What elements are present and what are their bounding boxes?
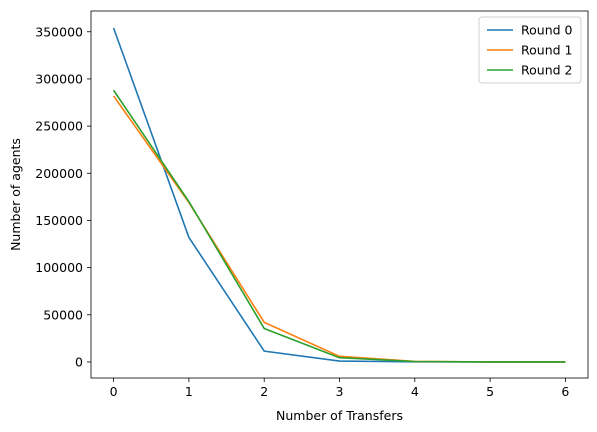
y-tick-label: 200000 — [35, 166, 83, 181]
legend-label: Round 2 — [521, 63, 572, 78]
y-tick-label: 0 — [75, 354, 83, 369]
x-tick-label: 4 — [411, 384, 419, 399]
legend-box — [478, 16, 582, 84]
x-tick-label: 6 — [561, 384, 569, 399]
legend-label: Round 0 — [521, 23, 573, 38]
x-tick-label: 0 — [110, 384, 118, 399]
legend: Round 0 Round 1 Round 2 — [478, 16, 582, 84]
y-tick-label: 50000 — [43, 307, 83, 322]
y-tick-label: 300000 — [35, 71, 83, 86]
legend-label: Round 1 — [521, 43, 572, 58]
x-tick-label: 2 — [260, 384, 268, 399]
y-tick-label: 100000 — [35, 260, 83, 275]
y-axis-title: Number of agents — [8, 138, 23, 251]
y-tick-label: 350000 — [35, 24, 83, 39]
series-line-2 — [112, 89, 566, 363]
x-axis-title: Number of Transfers — [276, 408, 403, 423]
x-axis: 0 1 2 3 4 5 6 — [110, 378, 569, 399]
y-tick-label: 250000 — [35, 119, 83, 134]
series-lines — [112, 27, 566, 363]
x-tick-label: 5 — [486, 384, 494, 399]
x-tick-label: 1 — [185, 384, 193, 399]
y-tick-label: 150000 — [35, 213, 83, 228]
x-tick-label: 3 — [336, 384, 344, 399]
y-axis: 0 50000 100000 150000 200000 250000 300000 3500… — [35, 24, 91, 369]
